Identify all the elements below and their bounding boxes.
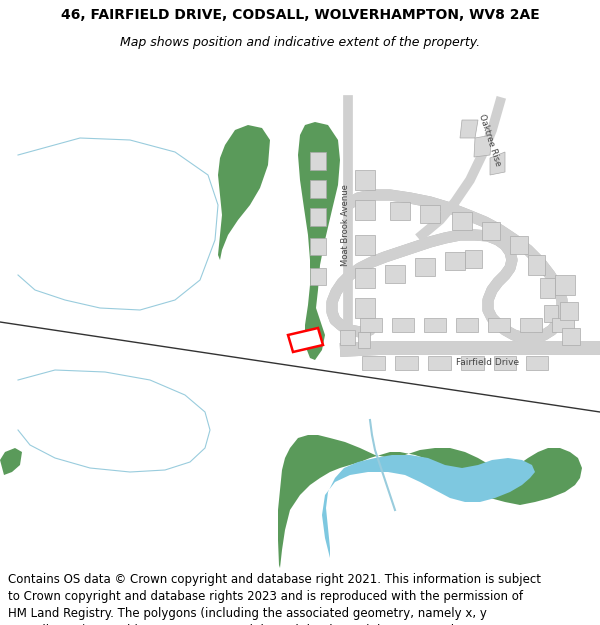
Polygon shape bbox=[355, 235, 375, 255]
Polygon shape bbox=[510, 236, 528, 254]
Polygon shape bbox=[340, 330, 355, 345]
Polygon shape bbox=[540, 278, 555, 298]
Polygon shape bbox=[310, 180, 326, 198]
Polygon shape bbox=[490, 152, 505, 175]
Polygon shape bbox=[0, 448, 22, 475]
Polygon shape bbox=[310, 238, 326, 255]
Polygon shape bbox=[520, 318, 542, 332]
Polygon shape bbox=[355, 200, 375, 220]
Polygon shape bbox=[428, 356, 451, 370]
Polygon shape bbox=[461, 356, 484, 370]
Polygon shape bbox=[278, 435, 582, 568]
Polygon shape bbox=[552, 318, 574, 332]
Polygon shape bbox=[526, 356, 548, 370]
Polygon shape bbox=[474, 135, 492, 157]
Polygon shape bbox=[362, 356, 385, 370]
Polygon shape bbox=[445, 252, 465, 270]
Polygon shape bbox=[360, 318, 382, 332]
Polygon shape bbox=[310, 152, 326, 170]
Text: 46, FAIRFIELD DRIVE, CODSALL, WOLVERHAMPTON, WV8 2AE: 46, FAIRFIELD DRIVE, CODSALL, WOLVERHAMP… bbox=[61, 8, 539, 22]
Polygon shape bbox=[385, 265, 405, 283]
Polygon shape bbox=[482, 222, 500, 240]
Polygon shape bbox=[452, 212, 472, 230]
Polygon shape bbox=[424, 318, 446, 332]
Polygon shape bbox=[355, 268, 375, 288]
Polygon shape bbox=[355, 298, 375, 318]
Polygon shape bbox=[310, 208, 326, 226]
Polygon shape bbox=[420, 205, 440, 223]
Polygon shape bbox=[322, 455, 535, 558]
Polygon shape bbox=[555, 275, 575, 295]
Polygon shape bbox=[560, 302, 578, 320]
Polygon shape bbox=[456, 318, 478, 332]
Polygon shape bbox=[415, 258, 435, 276]
Text: Contains OS data © Crown copyright and database right 2021. This information is : Contains OS data © Crown copyright and d… bbox=[8, 572, 541, 625]
Text: Map shows position and indicative extent of the property.: Map shows position and indicative extent… bbox=[120, 36, 480, 49]
Polygon shape bbox=[298, 122, 340, 360]
Text: Fairfield Drive: Fairfield Drive bbox=[457, 358, 520, 367]
Polygon shape bbox=[544, 305, 558, 322]
Polygon shape bbox=[218, 125, 270, 260]
Polygon shape bbox=[488, 318, 510, 332]
Text: Moat Brook Avenue: Moat Brook Avenue bbox=[341, 184, 349, 266]
Polygon shape bbox=[392, 318, 414, 332]
Text: Oaktree Rise: Oaktree Rise bbox=[478, 112, 503, 168]
Polygon shape bbox=[390, 202, 410, 220]
Polygon shape bbox=[395, 356, 418, 370]
Polygon shape bbox=[288, 328, 323, 352]
Polygon shape bbox=[358, 332, 370, 348]
Polygon shape bbox=[460, 120, 478, 138]
Polygon shape bbox=[355, 170, 375, 190]
Polygon shape bbox=[528, 255, 545, 275]
Polygon shape bbox=[562, 328, 580, 345]
Polygon shape bbox=[465, 250, 482, 268]
Polygon shape bbox=[494, 356, 516, 370]
Polygon shape bbox=[310, 268, 326, 285]
